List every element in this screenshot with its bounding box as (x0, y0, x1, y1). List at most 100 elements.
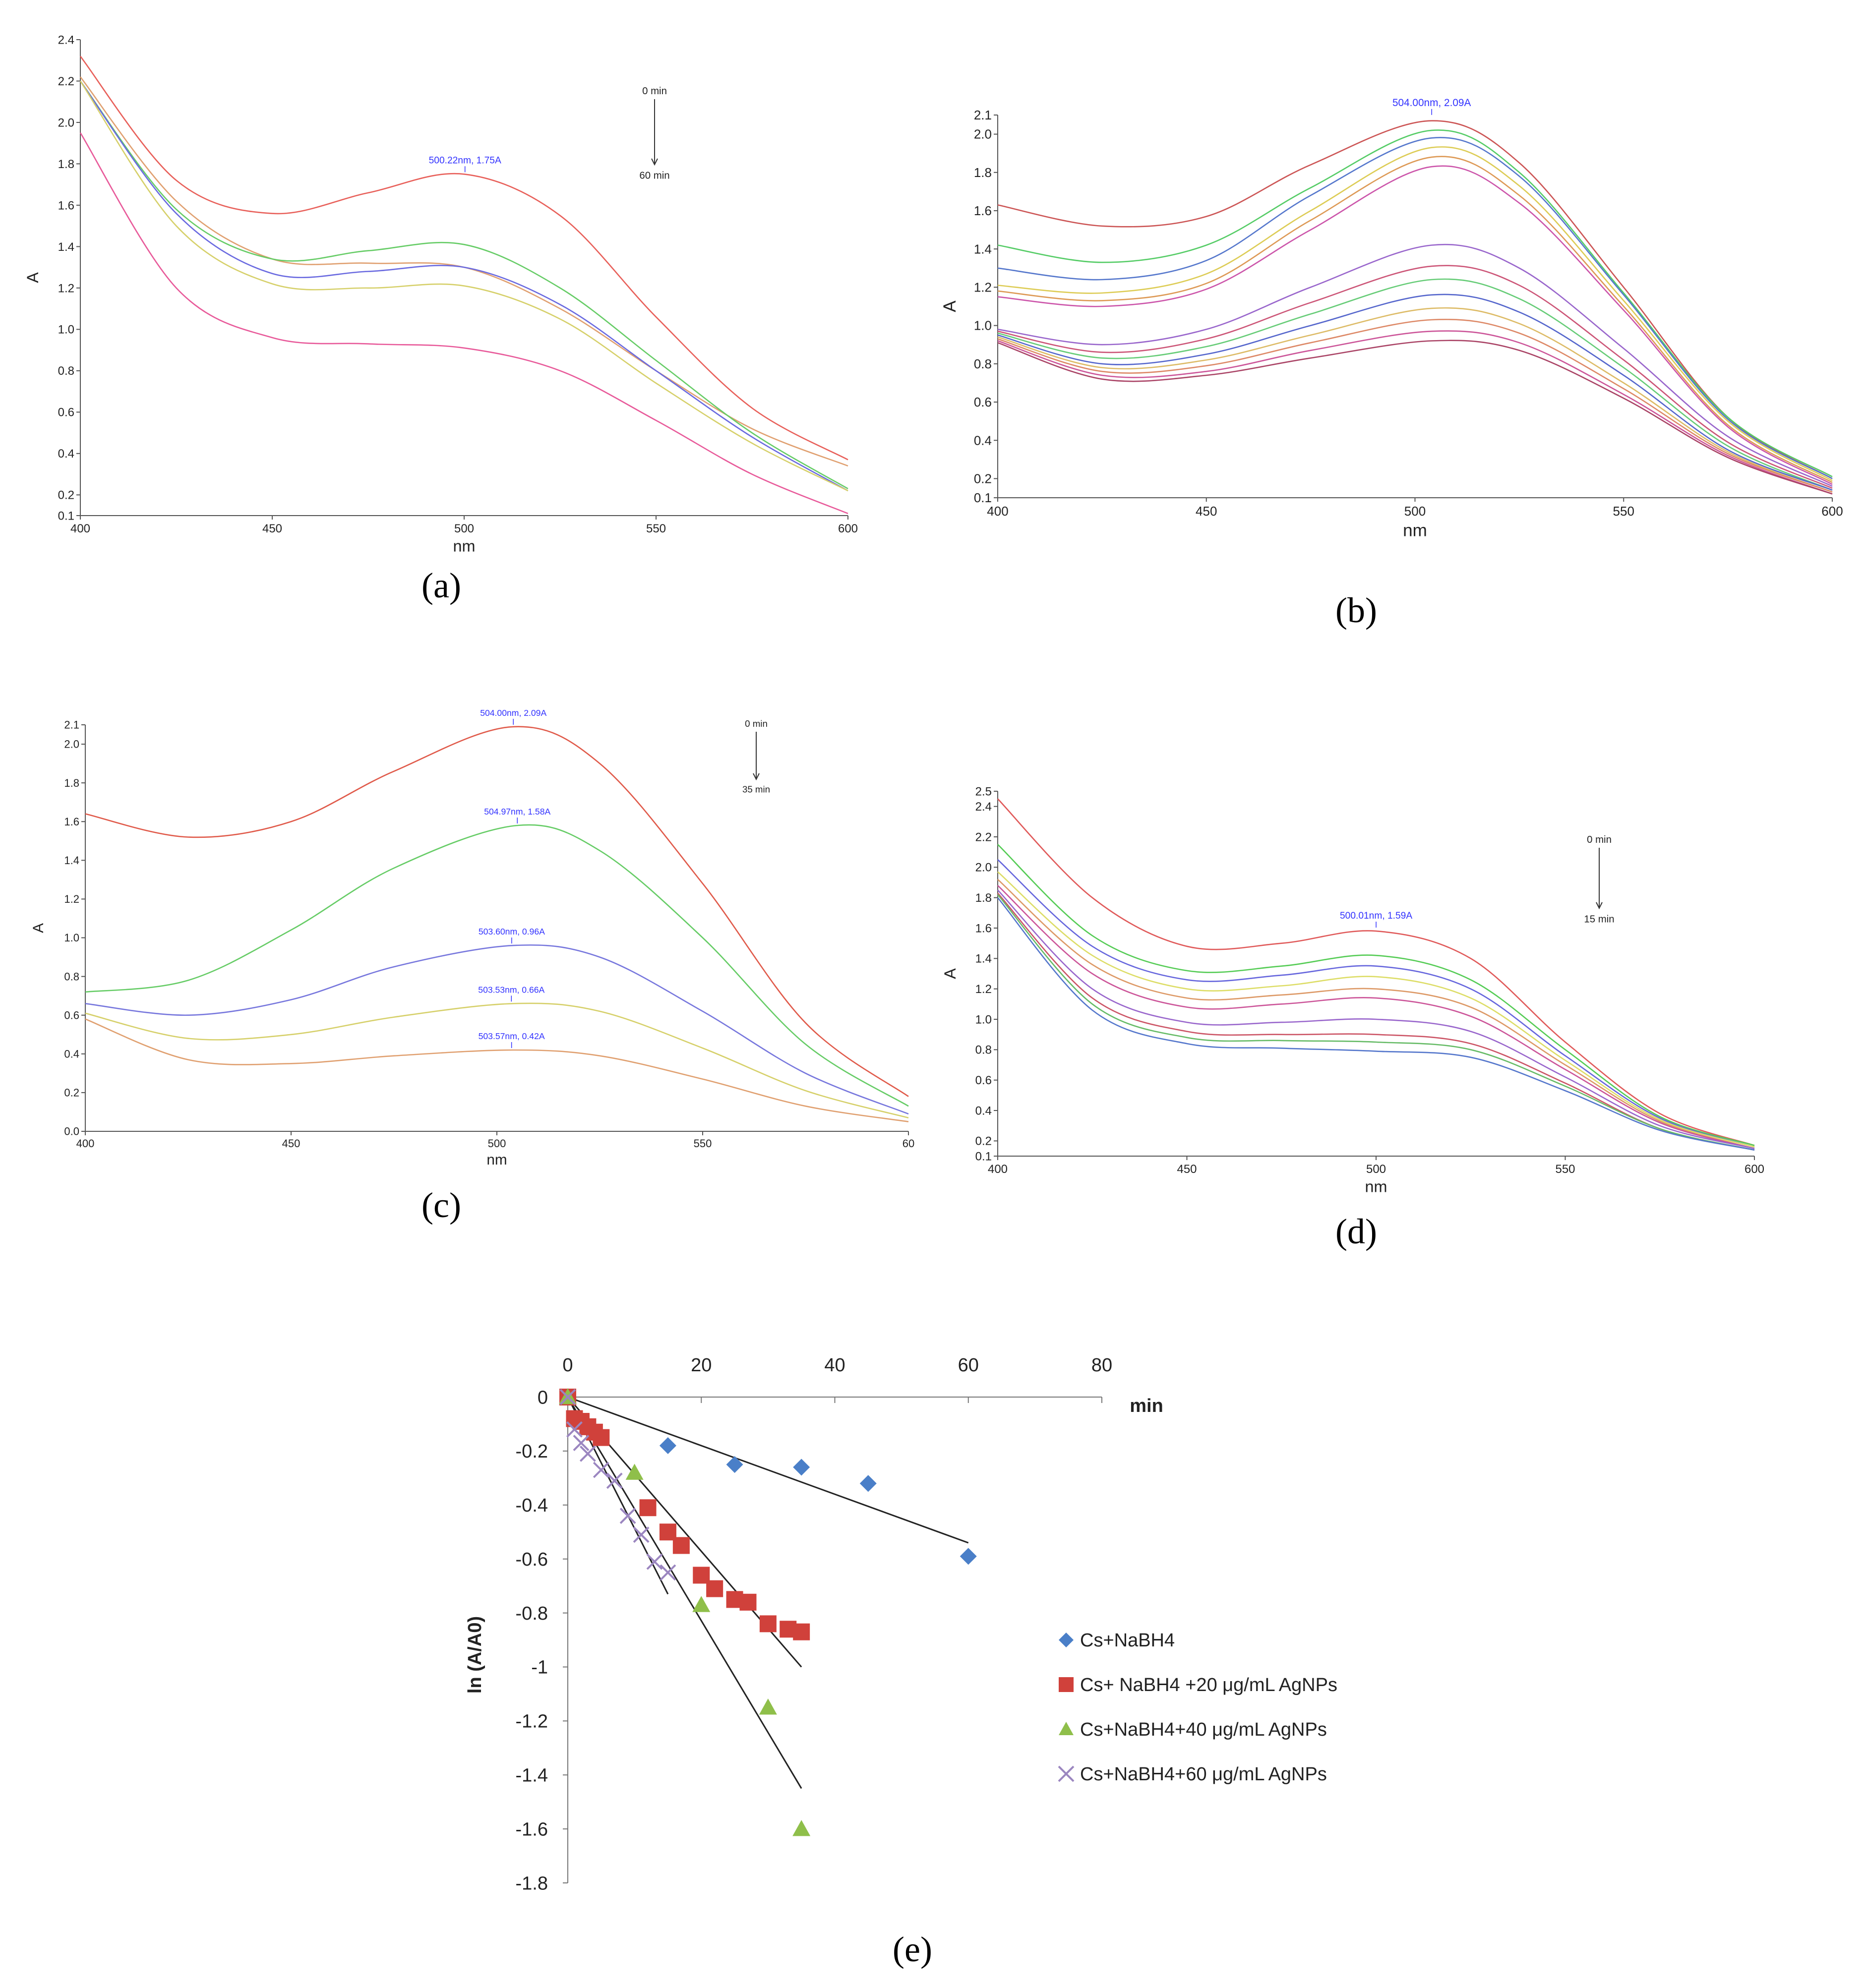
y-tick-label: 0 (538, 1387, 548, 1408)
x-tick-label: 400 (987, 504, 1008, 519)
y-tick-label: 2.0 (64, 738, 79, 751)
data-point (706, 1580, 723, 1597)
spectrum-line (997, 293, 1833, 491)
y-tick-label: -0.4 (516, 1495, 548, 1516)
y-tick-label: -0.2 (516, 1441, 548, 1462)
data-point (625, 1463, 644, 1480)
spectrum-line (997, 330, 1833, 495)
panel-b-spectra-chart: 0.1 0.2 0.4 0.6 0.8 1.0 1.2 1.4 1.6 1.8 2.0 2.1 400 4… (940, 97, 1843, 540)
peak-label: 500.01nm, 1.59A (1340, 911, 1412, 921)
y-tick-label: -1.2 (516, 1711, 548, 1732)
y-tick-label: 0.2 (974, 471, 992, 486)
y-tick-label: -1 (531, 1657, 548, 1678)
x-axis-label: nm (453, 537, 476, 555)
spectrum-line (997, 265, 1833, 489)
y-tick-label: 0.1 (58, 509, 74, 523)
y-tick-label: 2.1 (64, 719, 79, 731)
spectrum-line (997, 156, 1833, 483)
y-tick-label: 1.4 (975, 952, 992, 966)
legend-entry: Cs+NaBH4+40 μg/mL AgNPs (1080, 1719, 1327, 1740)
y-tick-label: 2.2 (58, 75, 74, 88)
data-point (692, 1596, 711, 1612)
y-tick-label: 0.2 (64, 1087, 79, 1099)
time-end-label: 60 min (639, 170, 669, 181)
spectrum-line (997, 165, 1833, 485)
trend-line (567, 1396, 969, 1544)
peak-label: 503.60nm, 0.96A (479, 927, 545, 936)
spectrum-line (79, 132, 848, 515)
y-tick-label: 1.4 (64, 854, 79, 867)
x-tick-label: 60 (958, 1355, 979, 1376)
spectrum-line (997, 878, 1755, 1149)
x-axis-label: min (1130, 1396, 1163, 1416)
y-tick-label: 0.8 (64, 970, 79, 983)
panel-d-spectra-chart: 0.1 0.2 0.4 0.6 0.8 1.0 1.2 1.4 1.6 1.8 2.0 2.2 2.4 2… (941, 785, 1764, 1195)
y-tick-label: 0.8 (58, 364, 74, 378)
y-tick-label: 1.2 (975, 983, 992, 996)
x-tick-label: 450 (1177, 1163, 1197, 1176)
legend-entry: Cs+NaBH4 (1080, 1630, 1175, 1651)
spectrum-line (997, 318, 1833, 493)
y-tick-label: 1.6 (974, 203, 992, 218)
y-tick-label: 1.2 (58, 282, 74, 295)
data-point (659, 1437, 676, 1454)
y-tick-label: 2.0 (58, 116, 74, 129)
spectrum-line (997, 885, 1755, 1149)
y-tick-label: 0.2 (975, 1135, 992, 1148)
x-tick-label: 600 (1745, 1163, 1764, 1176)
time-start-label: 0 min (1587, 834, 1612, 845)
panel-a-spectra-chart: 0.1 0.2 0.4 0.6 0.8 1.0 1.2 1.4 1.6 1.8 2.0 2.2 2.4 4… (24, 33, 858, 555)
y-tick-label: 1.2 (64, 893, 79, 905)
trend-line (567, 1397, 802, 1789)
spectrum-line (85, 726, 909, 1097)
y-tick-label: -1.4 (516, 1765, 548, 1786)
y-tick-label: 0.6 (974, 395, 992, 409)
x-tick-label: 500 (1366, 1163, 1386, 1176)
spectrum-line (997, 120, 1833, 479)
y-tick-label: 0.6 (58, 406, 74, 419)
data-point (646, 1553, 663, 1570)
spectrum-line (79, 80, 848, 492)
spectrum-line (79, 76, 848, 467)
y-tick-label: 1.6 (64, 816, 79, 828)
y-tick-label: 0.4 (974, 433, 992, 448)
y-tick-label: 2.4 (975, 800, 992, 814)
data-point (759, 1615, 777, 1633)
y-tick-label: 1.6 (58, 199, 74, 212)
peak-label: 504.97nm, 1.58A (484, 807, 550, 817)
spectrum-line (997, 307, 1833, 493)
x-tick-label: 550 (1555, 1163, 1575, 1176)
spectrum-line (997, 278, 1833, 491)
y-tick-label: 1.2 (974, 280, 992, 295)
y-axis-label: A (940, 300, 960, 312)
y-tick-label: 2.2 (975, 830, 992, 844)
time-arrow-head (651, 158, 658, 166)
data-point (593, 1429, 610, 1446)
time-end-label: 35 min (742, 784, 770, 795)
y-axis-label: A (941, 968, 959, 979)
y-axis-label: A (24, 272, 42, 283)
spectrum-line (85, 824, 909, 1107)
legend-marker (1059, 1677, 1074, 1692)
legend-marker (1059, 1722, 1074, 1735)
y-axis-label: A (30, 923, 47, 933)
peak-label: 504.00nm, 2.09A (480, 708, 546, 718)
y-tick-label: 0.0 (64, 1125, 79, 1138)
y-tick-label: 1.8 (974, 165, 992, 180)
legend-marker (1059, 1633, 1074, 1647)
data-point (573, 1435, 590, 1451)
spectrum-line (79, 80, 848, 489)
spectrum-line (85, 944, 909, 1115)
x-tick-label: 400 (70, 522, 90, 535)
data-point (619, 1508, 636, 1524)
time-arrow-head (1596, 902, 1603, 910)
time-end-label: 15 min (1584, 914, 1614, 925)
data-point (759, 1698, 777, 1715)
y-tick-label: 1.0 (58, 323, 74, 337)
x-tick-label: 400 (76, 1137, 95, 1150)
y-tick-label: -1.6 (516, 1819, 548, 1840)
x-tick-label: 550 (646, 522, 666, 535)
y-axis-label: ln (A/A0) (465, 1616, 485, 1694)
y-tick-label: 1.4 (974, 241, 992, 256)
spectrum-line (85, 1018, 909, 1122)
